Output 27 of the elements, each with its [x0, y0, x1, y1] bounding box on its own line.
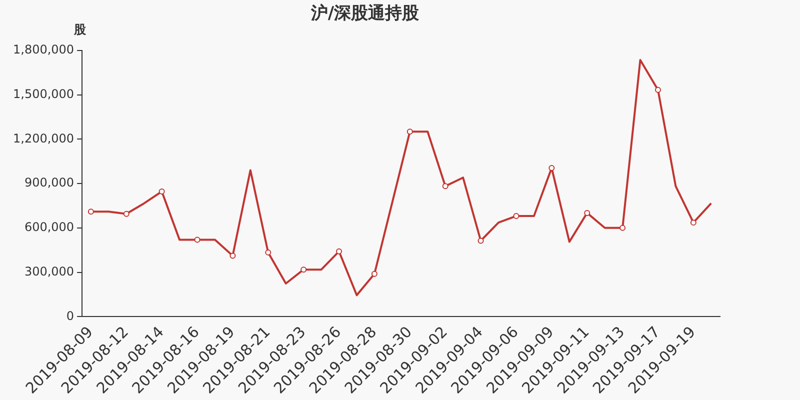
- point: [442, 183, 448, 190]
- point: [230, 252, 236, 259]
- point: [123, 210, 130, 217]
- point: [690, 220, 696, 226]
- point: [300, 266, 307, 273]
- point: [265, 249, 272, 256]
- y-tick-label: 0: [66, 308, 74, 323]
- point: [336, 248, 342, 254]
- point: [194, 236, 200, 243]
- point: [158, 188, 165, 195]
- point: [513, 213, 520, 220]
- point: [406, 128, 413, 135]
- point: [88, 208, 94, 215]
- y-tick-label: 600,000: [24, 220, 74, 234]
- point: [584, 210, 590, 216]
- y-tick-label: 1,200,000: [12, 131, 74, 146]
- chart-title: 沪/深股通持股: [310, 4, 420, 24]
- y-axis-title: 股: [73, 22, 88, 37]
- y-tick-label: 300,000: [24, 264, 74, 278]
- point: [620, 224, 626, 231]
- point: [654, 86, 661, 93]
- y-tick-label: 1,800,000: [12, 42, 74, 57]
- point: [478, 238, 484, 244]
- point: [371, 270, 378, 277]
- point: [548, 164, 555, 171]
- y-tick-label: 1,500,000: [12, 86, 74, 101]
- y-tick-label: 900,000: [24, 176, 74, 190]
